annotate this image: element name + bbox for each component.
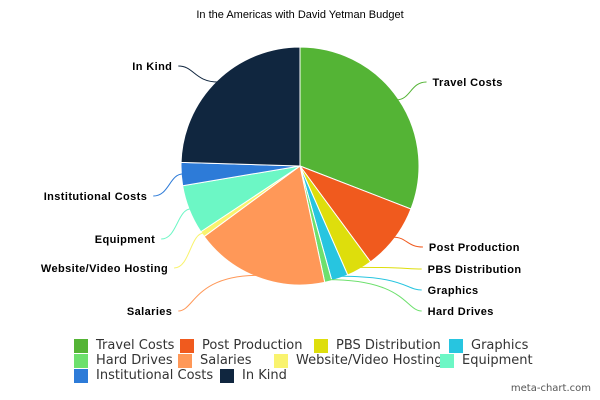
legend-swatch [74, 368, 88, 383]
legend-swatch [440, 353, 454, 368]
connector-in-kind [178, 65, 219, 83]
connector-institutional-costs [153, 173, 184, 197]
legend-swatch [449, 338, 463, 353]
legend-label: In Kind [242, 368, 287, 383]
legend-label: Hard Drives [96, 353, 173, 368]
label-in-kind: In Kind [132, 61, 172, 73]
legend-item-graphics[interactable]: Graphics [449, 338, 539, 353]
connector-post-production [392, 236, 423, 248]
legend-item-institutional-costs[interactable]: Institutional Costs [74, 368, 220, 383]
label-website-video-hosting: Website/Video Hosting [41, 263, 168, 275]
legend-row: Institutional Costs In Kind [74, 368, 544, 383]
label-travel-costs: Travel Costs [433, 77, 503, 89]
legend-item-travel-costs[interactable]: Travel Costs [74, 338, 180, 353]
connector-graphics [339, 275, 422, 291]
pie-callouts: Travel Costs Post Production PBS Distribut… [41, 61, 522, 318]
legend-item-hard-drives[interactable]: Hard Drives [74, 353, 178, 368]
connector-pbs-distribution [358, 266, 422, 270]
legend-row: Hard Drives Salaries Website/Video Hosting… [74, 353, 544, 368]
legend-item-post-production[interactable]: Post Production [180, 338, 314, 353]
connector-salaries [178, 274, 259, 312]
legend-label: Post Production [202, 338, 303, 353]
legend-label: PBS Distribution [336, 338, 441, 353]
legend-label: Website/Video Hosting [296, 353, 443, 368]
legend-swatch [274, 353, 288, 368]
legend-swatch [220, 368, 234, 383]
label-institutional-costs: Institutional Costs [44, 191, 148, 203]
pie-slices [180, 46, 420, 286]
legend-item-equipment[interactable]: Equipment [440, 353, 533, 368]
label-pbs-distribution: PBS Distribution [428, 264, 522, 276]
slice-travel-costs [299, 46, 420, 210]
legend-label: Salaries [200, 353, 252, 368]
legend-swatch [178, 353, 192, 368]
label-post-production: Post Production [429, 242, 520, 254]
legend-swatch [74, 353, 88, 368]
connector-travel-costs [396, 81, 427, 101]
label-salaries: Salaries [127, 306, 172, 318]
legend-row: Travel Costs Post Production PBS Distribut… [74, 338, 544, 353]
legend: Travel Costs Post Production PBS Distribut… [74, 338, 544, 383]
legend-label: Graphics [471, 338, 529, 353]
chart-title: In the Americas with David Yetman Budget [196, 9, 403, 21]
label-equipment: Equipment [95, 234, 155, 246]
connector-hard-drives [327, 279, 422, 312]
legend-item-pbs-distribution[interactable]: PBS Distribution [314, 338, 449, 353]
connector-website-video-hosting [174, 232, 205, 269]
slice-in-kind [180, 46, 301, 167]
legend-swatch [180, 338, 194, 353]
legend-label: Equipment [462, 353, 533, 368]
legend-item-website-video-hosting[interactable]: Website/Video Hosting [274, 353, 443, 368]
label-hard-drives: Hard Drives [428, 306, 494, 318]
legend-label: Institutional Costs [96, 368, 214, 383]
legend-item-in-kind[interactable]: In Kind [220, 368, 310, 383]
connector-equipment [161, 208, 192, 240]
slice-salaries [203, 165, 326, 286]
legend-label: Travel Costs [96, 338, 175, 353]
legend-swatch [74, 338, 88, 353]
label-graphics: Graphics [428, 285, 479, 297]
credit-text: meta-chart.com [510, 383, 591, 394]
legend-item-salaries[interactable]: Salaries [178, 353, 274, 368]
legend-swatch [314, 338, 328, 353]
